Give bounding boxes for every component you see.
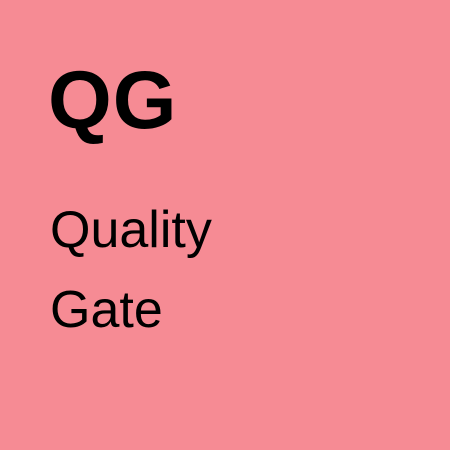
tile-name: Quality Gate: [50, 190, 212, 350]
tile-name-line-2: Gate: [50, 281, 163, 339]
tile-abbreviation: QG: [48, 55, 178, 146]
tile-name-line-1: Quality: [50, 201, 212, 259]
